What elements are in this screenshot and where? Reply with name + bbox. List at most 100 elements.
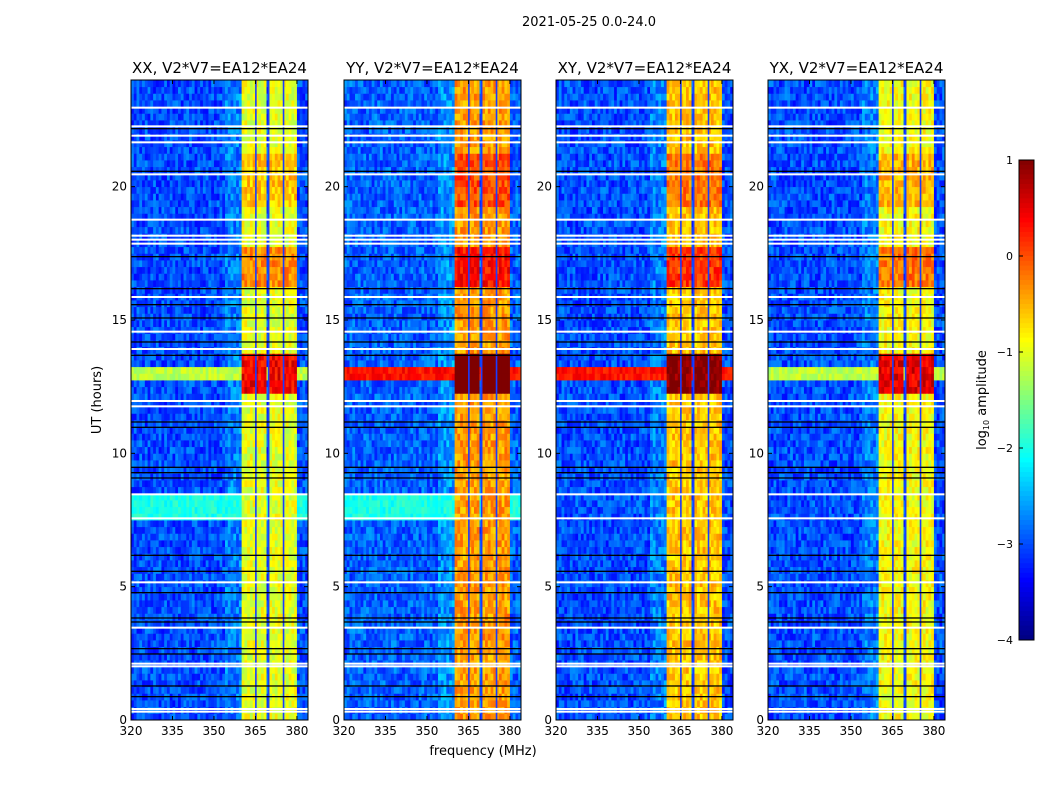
heatmap-cell (161, 506, 165, 514)
heatmap-cell (175, 366, 179, 374)
heatmap-cell (189, 653, 193, 661)
heatmap-cell (291, 653, 295, 661)
heatmap-cell (230, 613, 234, 621)
heatmap-cell (230, 266, 234, 274)
heatmap-cell (153, 386, 157, 394)
heatmap-cell (164, 653, 168, 661)
heatmap-cell (191, 553, 196, 561)
heatmap-cell (131, 353, 135, 361)
heatmap-cell (285, 420, 290, 428)
heatmap-cell (191, 520, 196, 528)
heatmap-cell (142, 413, 146, 421)
heatmap-cell (180, 673, 184, 681)
heatmap-cell (139, 413, 143, 421)
heatmap-cell (183, 566, 187, 574)
heatmap-cell (164, 546, 168, 554)
heatmap-cell (233, 480, 237, 488)
heatmap-cell (274, 380, 278, 388)
heatmap-cell (277, 406, 281, 414)
heatmap-cell (291, 260, 295, 268)
heatmap-cell (236, 300, 240, 308)
heatmap-cell (139, 513, 143, 521)
heatmap-cell (233, 600, 237, 608)
heatmap-cell (139, 533, 143, 541)
heatmap-cell (299, 473, 303, 481)
heatmap-cell (236, 360, 240, 368)
heatmap-cell (150, 326, 154, 334)
heatmap-cell (183, 433, 187, 441)
heatmap-cell (213, 520, 218, 528)
heatmap-cell (252, 640, 256, 648)
heatmap-cell (238, 333, 243, 341)
heatmap-cell (131, 493, 135, 501)
heatmap-cell (222, 426, 226, 434)
heatmap-cell (280, 573, 284, 581)
heatmap-cell (139, 393, 143, 401)
heatmap-cell (186, 593, 190, 601)
heatmap-cell (260, 626, 265, 634)
heatmap-cell (219, 506, 223, 514)
heatmap-cell (236, 680, 240, 688)
heatmap-cell (258, 393, 262, 401)
heatmap-cell (150, 313, 154, 321)
heatmap-cell (144, 386, 148, 394)
heatmap-cell (186, 713, 190, 721)
heatmap-cell (175, 560, 179, 568)
heatmap-cell (197, 266, 201, 274)
heatmap-cell (288, 326, 292, 334)
heatmap-cell (230, 420, 234, 428)
heatmap-cell (139, 400, 143, 408)
heatmap-cell (139, 440, 143, 448)
heatmap-cell (299, 200, 303, 208)
heatmap-cell (161, 520, 165, 528)
heatmap-cell (283, 573, 287, 581)
heatmap-cell (263, 560, 267, 568)
heatmap-cell (189, 606, 193, 614)
heatmap-cell (169, 246, 173, 254)
heatmap-cell (147, 426, 151, 434)
heatmap-cell (255, 473, 259, 481)
heatmap-cell (294, 320, 298, 328)
heatmap-cell (225, 440, 229, 448)
heatmap-cell (136, 680, 140, 688)
heatmap-cell (175, 546, 179, 554)
heatmap-cell (208, 620, 212, 628)
heatmap-cell (180, 360, 184, 368)
heatmap-cell (222, 400, 226, 408)
heatmap-cell (186, 520, 190, 528)
heatmap-cell (249, 713, 254, 721)
heatmap-cell (186, 286, 190, 294)
heatmap-cell (166, 593, 171, 601)
heatmap-cell (244, 493, 248, 501)
heatmap-cell (258, 233, 262, 241)
heatmap-cell (136, 340, 140, 348)
heatmap-cell (155, 200, 160, 208)
heatmap-cell (233, 620, 237, 628)
heatmap-cell (274, 520, 278, 528)
heatmap-cell (131, 473, 135, 481)
heatmap-cell (205, 653, 209, 661)
heatmap-cell (288, 200, 292, 208)
heatmap-cell (277, 513, 281, 521)
heatmap-cell (205, 573, 209, 581)
heatmap-cell (131, 220, 135, 228)
heatmap-cell (216, 466, 220, 474)
heatmap-cell (131, 313, 135, 321)
heatmap-cell (189, 366, 193, 374)
heatmap-cell (305, 600, 309, 608)
heatmap-cell (164, 426, 168, 434)
heatmap-cell (272, 500, 276, 508)
heatmap-cell (202, 360, 207, 368)
heatmap-cell (280, 386, 284, 394)
heatmap-cell (272, 626, 276, 634)
heatmap-cell (288, 440, 292, 448)
heatmap-cell (233, 286, 237, 294)
heatmap-cell (274, 460, 278, 468)
heatmap-cell (241, 406, 245, 414)
heatmap-cell (172, 420, 176, 428)
heatmap-cell (255, 553, 259, 561)
heatmap-cell (175, 640, 179, 648)
heatmap-cell (166, 493, 171, 501)
heatmap-cell (169, 713, 173, 721)
heatmap-cell (142, 466, 146, 474)
